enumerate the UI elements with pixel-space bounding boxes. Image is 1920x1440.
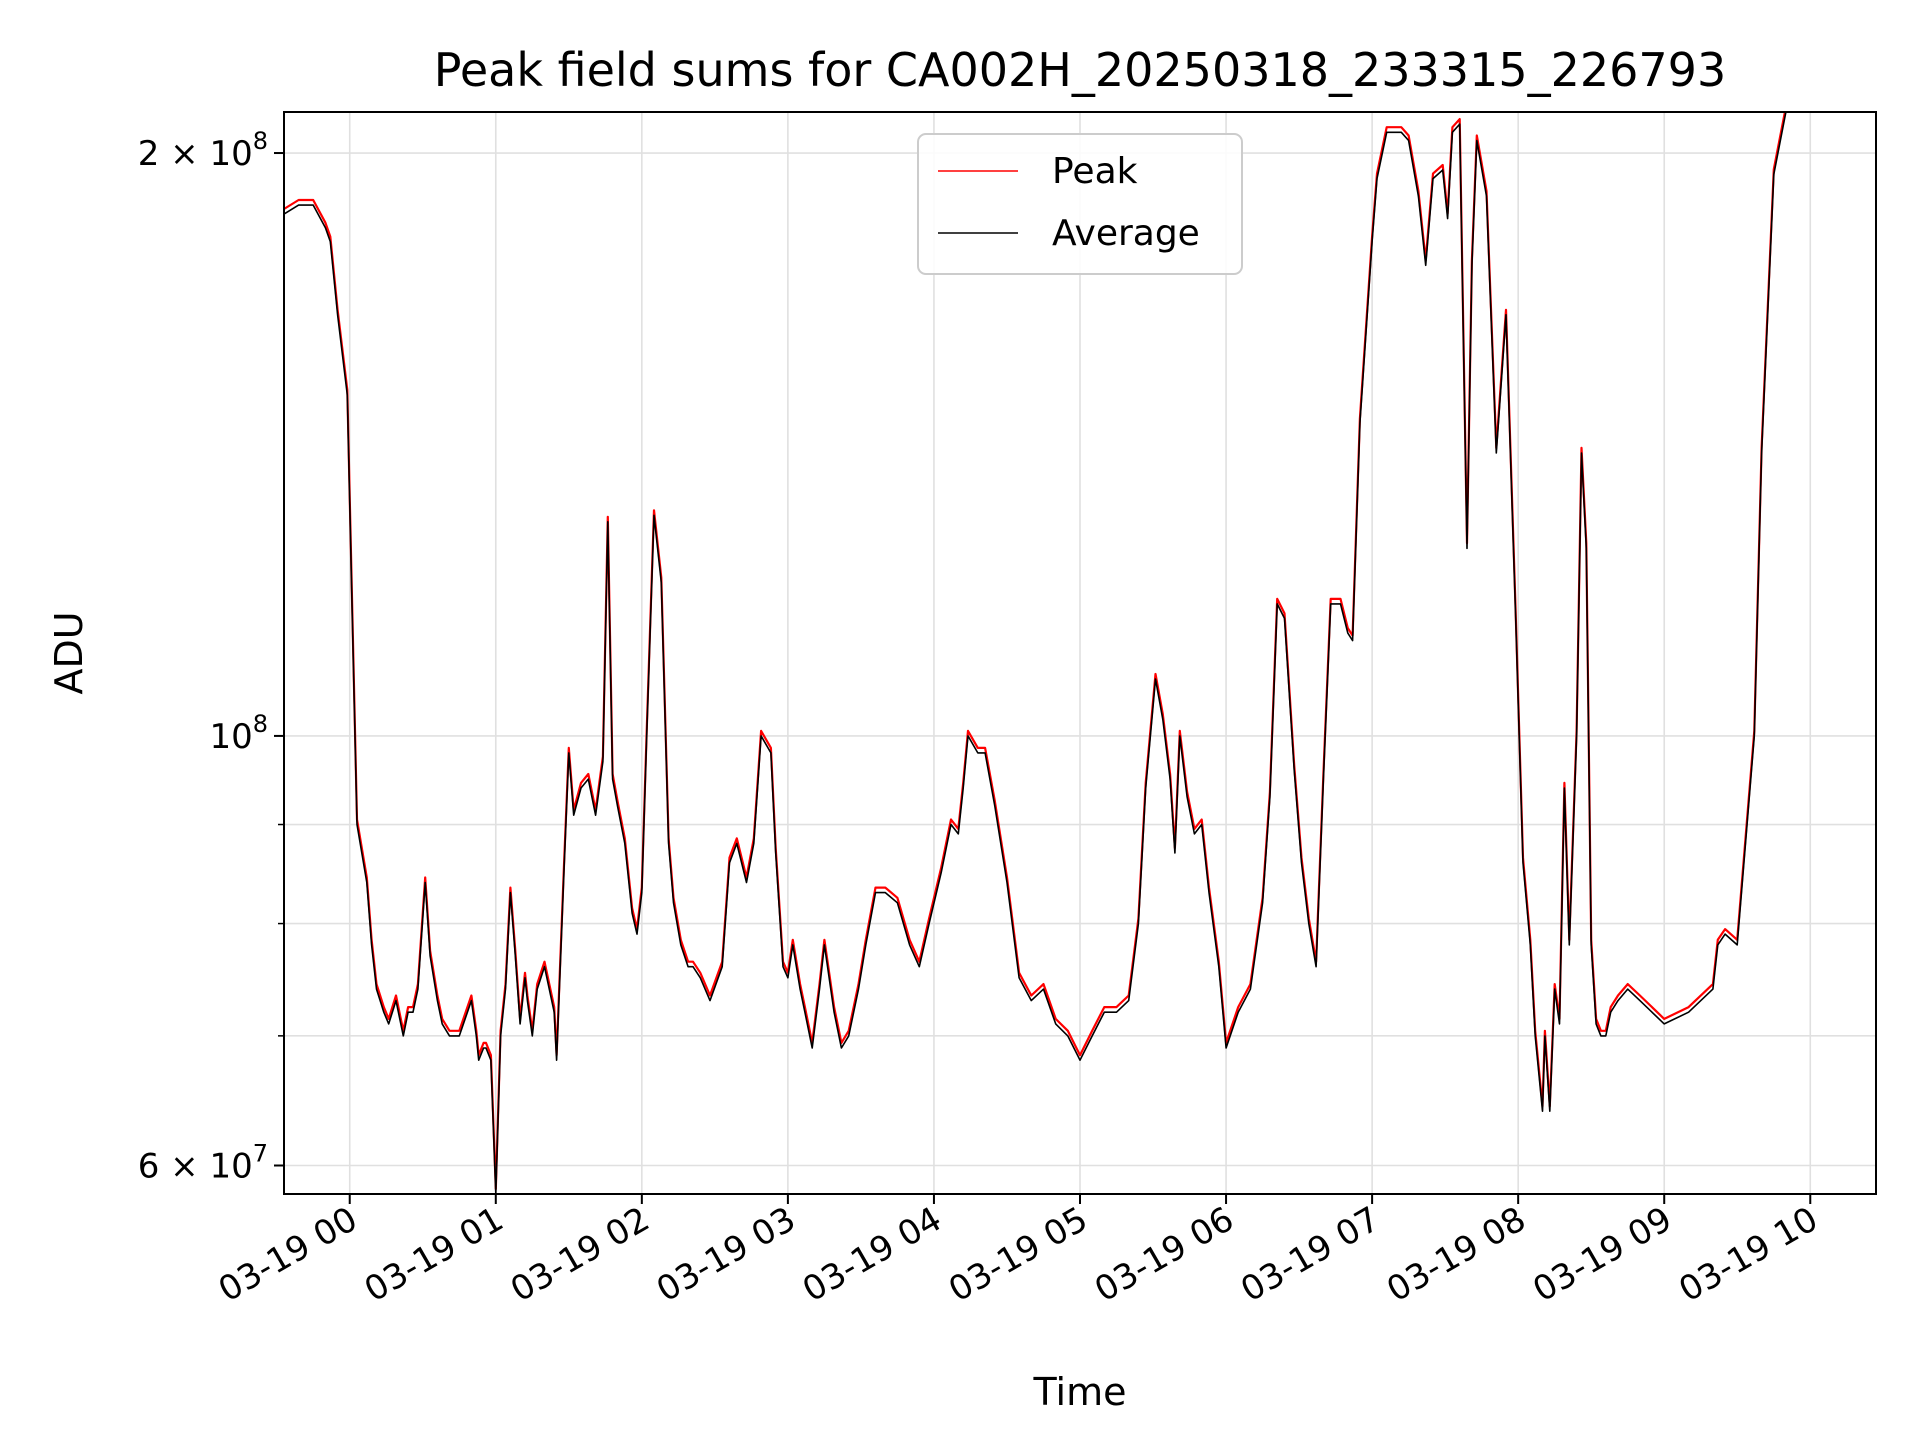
y-tick-label: 2 × 108 — [138, 127, 268, 174]
x-axis-title: Time — [1033, 1370, 1127, 1414]
legend-average-label: Average — [1052, 213, 1200, 254]
y-tick-label: 6 × 107 — [138, 1139, 268, 1186]
y-axis-title: ADU — [47, 611, 91, 694]
series-lines — [284, 112, 1787, 1194]
y-tick-label: 108 — [209, 710, 268, 757]
chart-title: Peak field sums for CA002H_20250318_2333… — [434, 43, 1726, 97]
legend-box — [917, 133, 1243, 275]
legend: Peak Average — [917, 133, 1243, 275]
series-line-average — [284, 112, 1787, 1194]
y-axis: 6 × 107 108 2 × 108 — [138, 127, 284, 1186]
legend-peak-label: Peak — [1052, 151, 1138, 192]
